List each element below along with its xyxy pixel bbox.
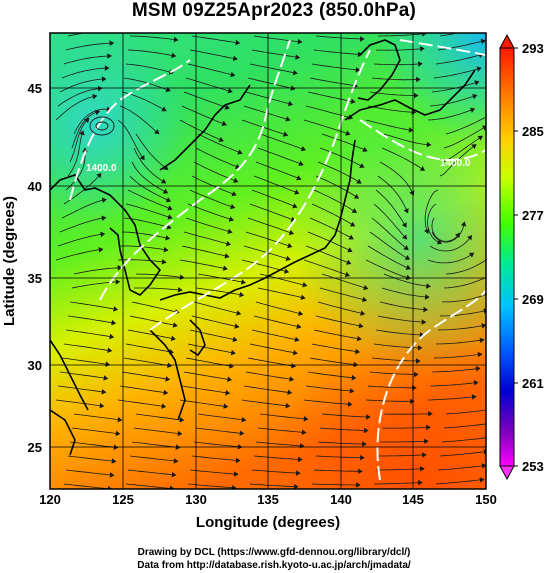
low-center-marker [89,116,115,136]
y-axis-title: Latitude (degrees) [1,196,18,326]
x-tick-label: 120 [39,492,61,507]
colorbar-tick-label: 261 [522,376,544,391]
x-axis-title: Longitude (degrees) [196,514,340,531]
colorbar-tick-label: 269 [522,292,544,307]
footer-credit-data: Data from http://database.rish.kyoto-u.a… [137,560,411,571]
coastlines [50,39,476,456]
x-tick-label: 145 [402,492,424,507]
contour-label: 1400.0 [86,163,117,174]
colorbar-top-arrow [499,33,515,49]
colorbar-tick-label: 293 [522,41,544,56]
x-tick-label: 140 [330,492,352,507]
x-tick-labels: 120 125 130 135 140 145 150 [39,492,497,507]
y-tick-label: 25 [28,440,42,455]
y-tick-label: 40 [28,179,42,194]
contour-label: 1400.0 [440,158,471,169]
colorbar: 293 285 277 269 261 253 [499,33,544,481]
y-tick-label: 35 [28,271,42,286]
colorbar-tick-label: 253 [522,459,544,474]
y-tick-label: 30 [28,358,42,373]
map-grid [50,33,486,489]
x-tick-label: 130 [185,492,207,507]
geopotential-contours [69,39,486,481]
plot-frame [49,32,487,490]
colorbar-tick-label: 277 [522,208,544,223]
y-tick-label: 45 [28,81,42,96]
x-tick-label: 135 [257,492,279,507]
x-tick-label: 150 [475,492,497,507]
colorbar-bottom-arrow [499,465,515,481]
low-center-inner [95,121,109,131]
footer-credit-dcl: Drawing by DCL (https://www.gfd-dennou.o… [137,547,411,558]
colorbar-tick-label: 285 [522,124,544,139]
map-title: MSM 09Z25Apr2023 (850.0hPa) [131,0,417,21]
y-tick-labels: 45 40 35 30 25 [28,81,42,455]
x-tick-label: 125 [112,492,134,507]
